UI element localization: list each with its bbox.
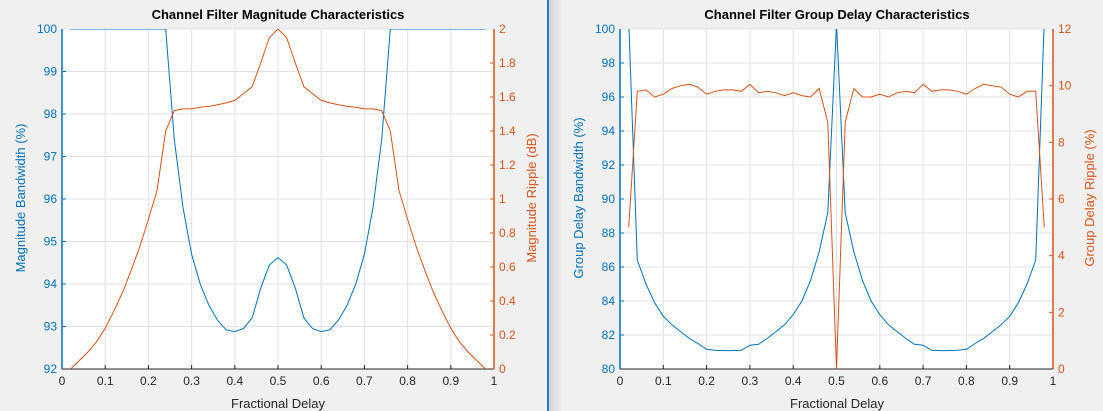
chart-title: Channel Filter Group Delay Characteristi… <box>704 7 969 22</box>
x-tick-label: 0.5 <box>828 374 845 388</box>
y-left-tick-label: 84 <box>602 294 616 308</box>
y-right-tick-label: 2 <box>1058 305 1065 319</box>
y-right-tick-label: 0.4 <box>499 294 516 308</box>
x-tick-label: 0.5 <box>270 374 287 388</box>
y-left-tick-label: 98 <box>602 56 616 70</box>
x-tick-label: 0.3 <box>742 374 759 388</box>
x-tick-label: 0.4 <box>226 374 243 388</box>
plot-area <box>619 28 1054 370</box>
x-tick-label: 0.7 <box>356 374 373 388</box>
y-left-tick-label: 82 <box>602 328 616 342</box>
x-tick-label: 0.3 <box>183 374 200 388</box>
y-left-tick-label: 98 <box>44 107 58 121</box>
y-left-tick-label: 92 <box>602 158 616 172</box>
y-right-tick-label: 8 <box>1058 135 1065 149</box>
y-left-tick-label: 97 <box>44 150 58 164</box>
x-tick-label: 0.7 <box>915 374 932 388</box>
y-left-tick-label: 90 <box>602 192 616 206</box>
x-tick-label: 1 <box>1050 374 1057 388</box>
x-tick-label: 0.1 <box>97 374 114 388</box>
series-line-left <box>628 29 1045 352</box>
panel-divider[interactable] <box>547 0 549 411</box>
y-left-tick-label: 93 <box>44 320 58 334</box>
y-right-tick-label: 0.2 <box>499 328 516 342</box>
x-tick-label: 1 <box>491 374 498 388</box>
y-right-tick-label: 0.8 <box>499 226 516 240</box>
x-tick-label: 0.6 <box>313 374 330 388</box>
y-left-tick-label: 95 <box>44 235 58 249</box>
x-tick-label: 0.2 <box>698 374 715 388</box>
y-left-tick-label: 99 <box>44 65 58 79</box>
x-tick-label: 0 <box>617 374 624 388</box>
x-tick-label: 0.2 <box>140 374 157 388</box>
y-right-tick-label: 1.8 <box>499 56 516 70</box>
y-left-tick-label: 88 <box>602 226 616 240</box>
series-line-left <box>70 29 486 333</box>
y-right-tick-label: 1.4 <box>499 124 516 138</box>
y-left-axis-label: Group Delay Bandwidth (%) <box>571 117 586 278</box>
magnitude-chart: Channel Filter Magnitude Characteristics… <box>13 7 539 411</box>
y-right-tick-label: 2 <box>499 22 506 36</box>
x-axis-label: Fractional Delay <box>231 396 325 411</box>
x-tick-label: 0.6 <box>871 374 888 388</box>
y-right-axis-label: Magnitude Ripple (dB) <box>524 133 539 262</box>
plot-area <box>61 28 495 370</box>
y-right-tick-label: 1.6 <box>499 90 516 104</box>
x-axis-label: Fractional Delay <box>790 396 884 411</box>
x-tick-label: 0 <box>59 374 66 388</box>
y-left-tick-label: 92 <box>44 362 58 376</box>
y-left-tick-label: 86 <box>602 260 616 274</box>
x-tick-label: 0.9 <box>442 374 459 388</box>
x-tick-label: 0.8 <box>399 374 416 388</box>
group-delay-chart: Channel Filter Group Delay Characteristi… <box>571 7 1097 411</box>
chart-title: Channel Filter Magnitude Characteristics <box>152 7 405 22</box>
y-right-tick-label: 0 <box>499 362 506 376</box>
panel-shadow <box>549 0 563 411</box>
y-right-tick-label: 4 <box>1058 249 1065 263</box>
x-tick-label: 0.4 <box>785 374 802 388</box>
y-right-tick-label: 10 <box>1058 79 1072 93</box>
y-right-tick-label: 12 <box>1058 22 1072 36</box>
y-left-tick-label: 96 <box>602 90 616 104</box>
y-right-tick-label: 1.2 <box>499 158 516 172</box>
series-line-right <box>70 29 486 369</box>
y-right-tick-label: 0.6 <box>499 260 516 274</box>
series-line-right <box>628 83 1045 369</box>
y-left-tick-label: 100 <box>37 22 57 36</box>
y-right-tick-label: 6 <box>1058 192 1065 206</box>
y-left-tick-label: 94 <box>602 124 616 138</box>
y-right-tick-label: 1 <box>499 192 506 206</box>
y-left-axis-label: Magnitude Bandwidth (%) <box>13 124 28 273</box>
y-left-tick-label: 100 <box>595 22 615 36</box>
y-right-tick-label: 0 <box>1058 362 1065 376</box>
x-tick-label: 0.9 <box>1001 374 1018 388</box>
x-tick-label: 0.1 <box>655 374 672 388</box>
y-left-tick-label: 96 <box>44 192 58 206</box>
x-tick-label: 0.8 <box>958 374 975 388</box>
y-right-axis-label: Group Delay Ripple (%) <box>1082 129 1097 266</box>
y-left-tick-label: 94 <box>44 277 58 291</box>
y-left-tick-label: 80 <box>602 362 616 376</box>
